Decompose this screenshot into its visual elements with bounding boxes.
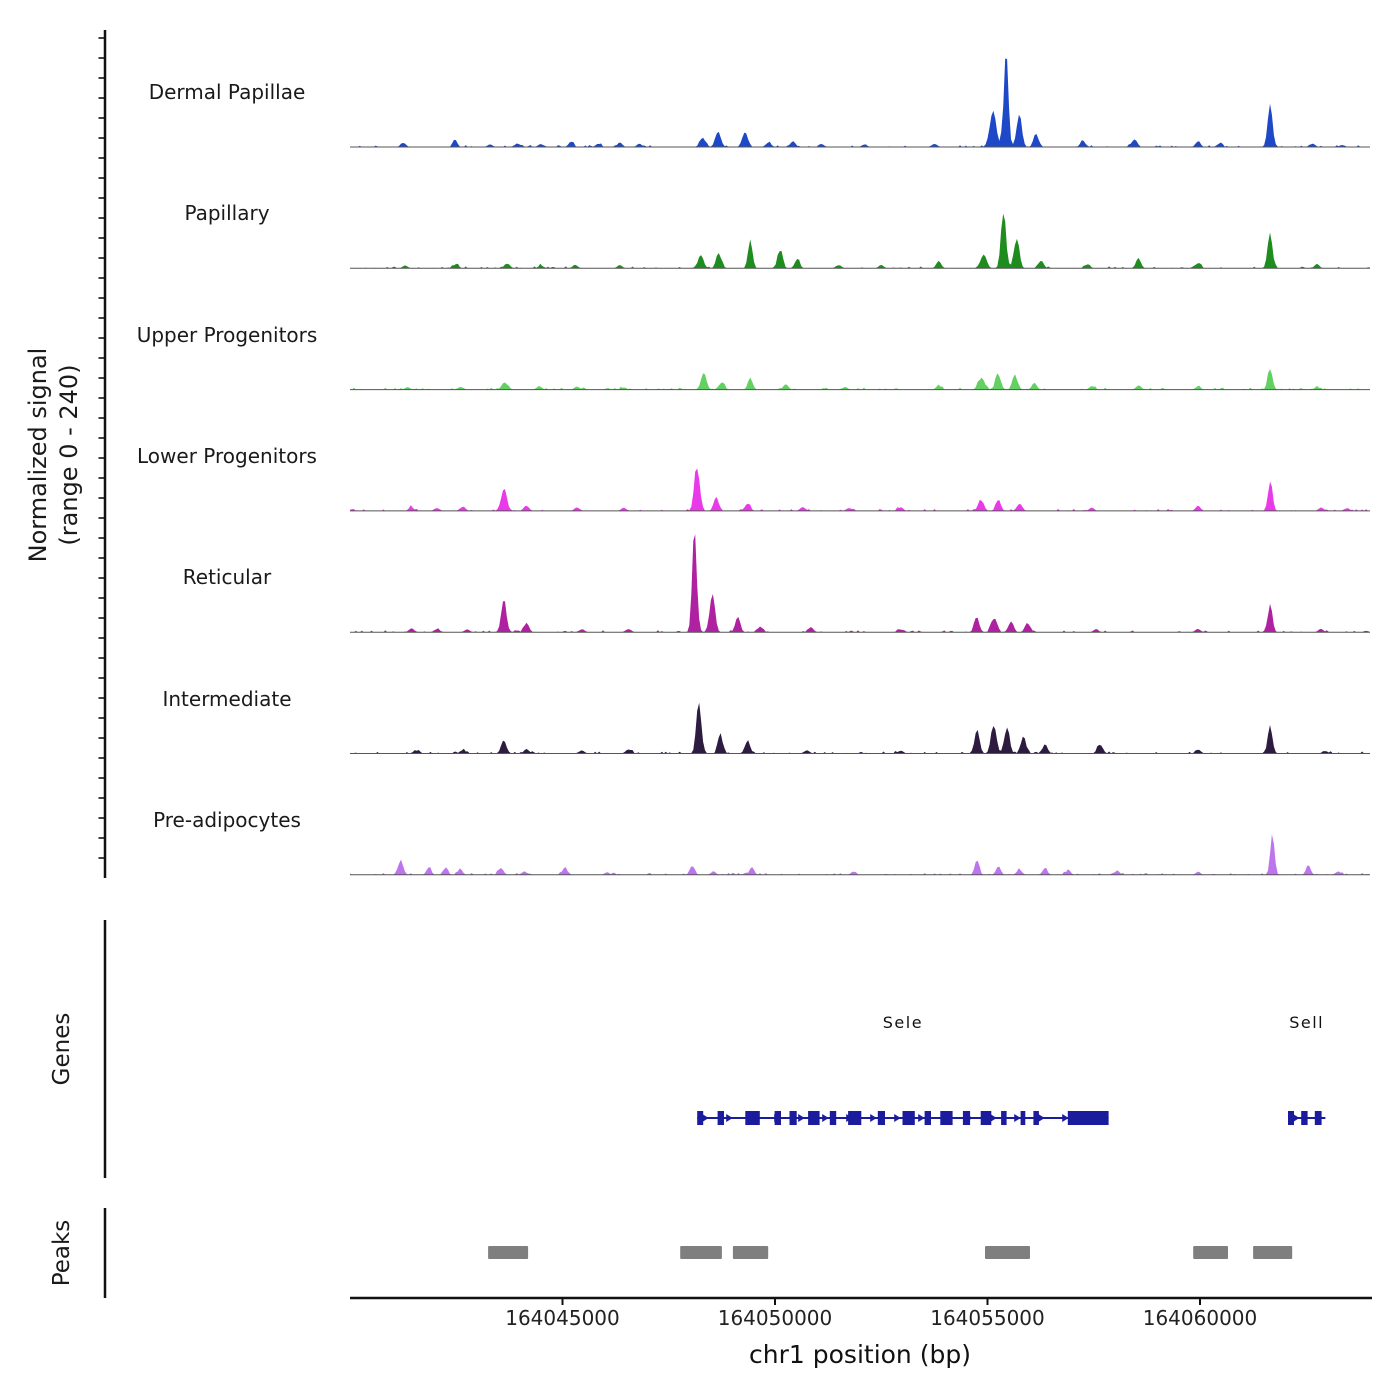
signal-area-reticular: [350, 534, 1370, 633]
exon: [877, 1111, 885, 1125]
exon: [808, 1111, 820, 1125]
exon: [717, 1111, 724, 1125]
peak-region: [1253, 1246, 1293, 1259]
strand-arrow-icon: [798, 1114, 805, 1122]
exon: [902, 1111, 915, 1125]
exon: [1001, 1111, 1007, 1125]
strand-arrow-icon: [1014, 1114, 1021, 1122]
signal-area-papillary: [350, 213, 1370, 269]
peak-region: [732, 1246, 769, 1259]
peak-region: [985, 1246, 1030, 1259]
peak-region: [1193, 1246, 1228, 1259]
signal-area-lower-progenitors: [350, 468, 1370, 511]
exon: [848, 1111, 862, 1125]
signal-area-pre-adipocytes: [350, 834, 1370, 875]
exon: [1020, 1111, 1026, 1125]
peak-region: [680, 1246, 722, 1259]
exon: [697, 1111, 704, 1125]
strand-arrow-icon: [918, 1114, 925, 1122]
exon: [1033, 1111, 1039, 1125]
exon: [924, 1111, 931, 1125]
peak-region: [488, 1246, 529, 1259]
exon: [962, 1111, 971, 1125]
strand-arrow-icon: [894, 1114, 901, 1122]
strand-arrow-icon: [990, 1114, 997, 1122]
signal-area-intermediate: [350, 702, 1370, 754]
signal-area-upper-progenitors: [350, 369, 1370, 390]
exon: [745, 1111, 760, 1125]
strand-arrow-icon: [726, 1114, 733, 1122]
exon: [829, 1111, 837, 1125]
exon: [789, 1111, 797, 1125]
exon: [1314, 1111, 1322, 1125]
strand-arrow-icon: [1038, 1114, 1045, 1122]
strand-arrow-icon: [822, 1114, 829, 1122]
strand-arrow-icon: [1062, 1114, 1069, 1122]
strand-arrow-icon: [870, 1114, 877, 1122]
exon: [1288, 1111, 1294, 1125]
exon: [980, 1111, 992, 1125]
exon: [1067, 1111, 1109, 1125]
signal-area-dermal-papillae: [350, 58, 1370, 147]
exon: [940, 1111, 953, 1125]
exon: [774, 1111, 781, 1125]
strand-arrow-icon: [702, 1114, 709, 1122]
strand-arrow-icon: [1293, 1114, 1300, 1122]
exon: [1301, 1111, 1308, 1125]
